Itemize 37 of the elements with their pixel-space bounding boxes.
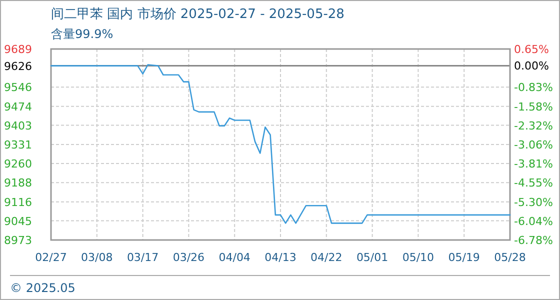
y-tick-label: 9546 [4, 81, 32, 94]
x-tick-label: 04/13 [264, 251, 296, 264]
chart-subtitle: 含量99.9% [51, 27, 114, 41]
y2-tick-label: 0.65% [514, 43, 549, 56]
y2-tick-label: -3.06% [514, 138, 553, 152]
y2-tick-label: -6.04% [514, 214, 553, 228]
y2-tick-label: -4.55% [514, 176, 553, 190]
y2-tick-label: -6.78% [514, 234, 553, 247]
y-tick-label: 9260 [4, 157, 32, 170]
y-tick-label: 9188 [4, 176, 32, 190]
y2-tick-label: 0.00% [514, 60, 549, 73]
x-tick-label: 04/22 [310, 251, 342, 264]
text: © 2025.05 [10, 281, 76, 295]
x-tick-label: 02/27 [35, 251, 67, 264]
y2-tick-label: -2.32% [514, 119, 553, 132]
x-tick-label: 05/10 [402, 251, 434, 264]
x-tick-label: 05/19 [448, 251, 480, 264]
x-tick-label: 05/28 [494, 251, 526, 264]
y2-tick-label: -3.81% [514, 158, 553, 171]
x-tick-label: 03/17 [126, 251, 159, 264]
line-series [50, 64, 511, 224]
y2-tick-label: -1.58% [514, 100, 553, 114]
y-tick-label: 9626 [4, 60, 32, 73]
y-tick-label: 9403 [4, 119, 32, 132]
y-tick-label: 9689 [4, 43, 32, 56]
y-tick-label: 9474 [4, 100, 32, 114]
y-tick-label: 9045 [4, 214, 32, 228]
x-tick-label: 04/04 [218, 251, 250, 264]
y-tick-label: 9331 [4, 138, 32, 152]
y2-tick-label: -0.83% [514, 81, 553, 94]
chart-title: 间二甲苯 国内 市场价 2025-02-27 - 2025-05-28 [51, 7, 344, 22]
x-tick-label: 05/01 [356, 251, 388, 264]
y-tick-label: 9116 [4, 196, 32, 209]
y-tick-label: 8973 [4, 234, 32, 247]
x-tick-label: 03/08 [81, 251, 113, 264]
x-tick-label: 03/26 [172, 251, 205, 264]
y2-tick-label: -5.30% [514, 196, 553, 209]
